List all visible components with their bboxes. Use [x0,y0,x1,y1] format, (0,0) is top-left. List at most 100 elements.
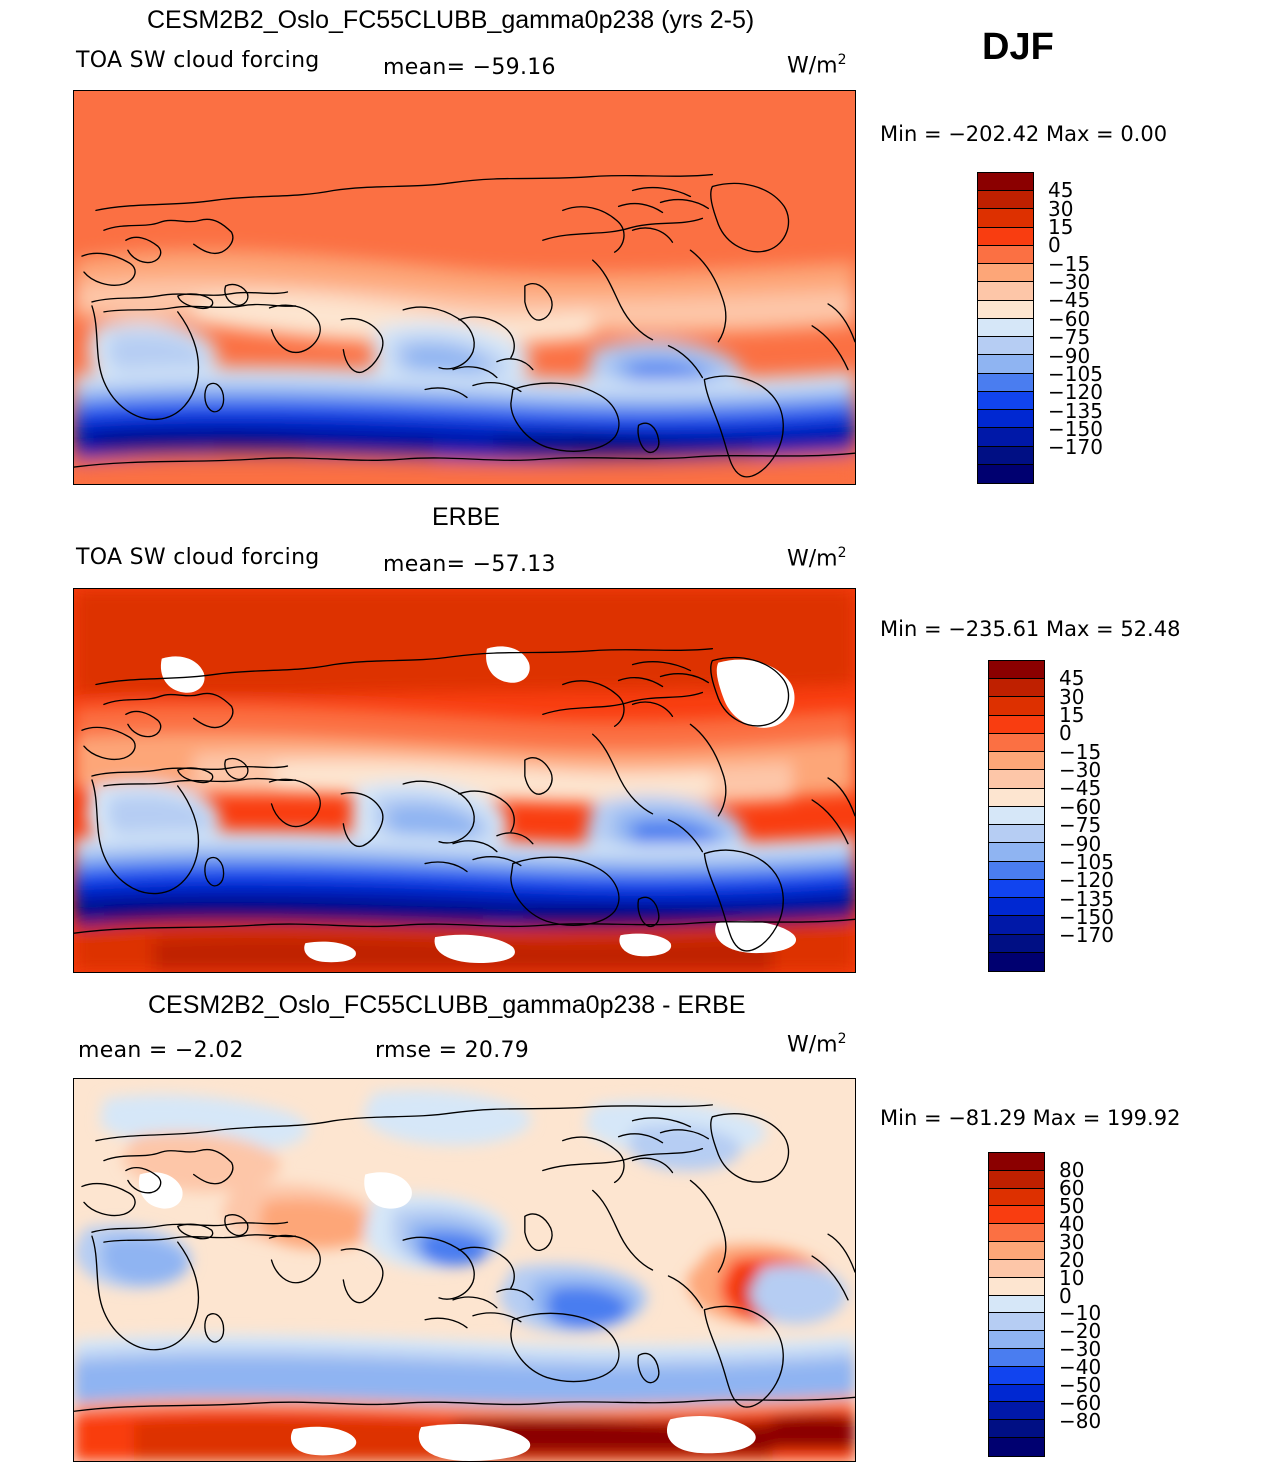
panel-2-units: W/m2 [787,545,847,571]
map-difference-svg [74,1079,855,1461]
colorbar-model[interactable] [977,172,1034,484]
panel-3-minmax: Min = −81.29 Max = 199.92 [880,1106,1181,1130]
colorbar-tick-label: −135 [1048,398,1103,423]
panel-3-rmse: rmse = 20.79 [375,1038,530,1063]
colorbar-swatch [989,679,1044,698]
colorbar-erbe-labels: 45 30 15 0 −15 −30 −45 −60 −75 −90 −105 −120 −135 −15… [1059,660,1179,972]
colorbar-tick-label: −150 [1059,904,1114,929]
colorbar-swatch [989,1188,1044,1207]
season-label: DJF [982,26,1054,68]
colorbar-tick-label: 30 [1059,1229,1085,1254]
colorbar-swatch [978,300,1033,319]
colorbar-swatch [989,1206,1044,1225]
colorbar-tick-label: 15 [1059,703,1085,728]
colorbar-tick-label: −150 [1048,416,1103,441]
colorbar-swatch [989,825,1044,844]
colorbar-swatch [989,752,1044,771]
colorbar-swatch [989,1438,1044,1456]
map-panel-difference[interactable] [73,1078,856,1462]
colorbar-swatch [989,952,1044,971]
colorbar-swatch [989,1331,1044,1349]
panel-3-units-text: W/m [787,1032,838,1058]
colorbar-swatch [989,916,1044,935]
panel-1-units-text: W/m [787,53,838,79]
colorbar-tick-label: −40 [1059,1355,1102,1380]
colorbar-tick-label: −60 [1048,306,1091,331]
colorbar-tick-label: 0 [1048,233,1061,258]
colorbar-swatch [989,788,1044,807]
colorbar-tick-label: −45 [1059,776,1102,801]
colorbar-swatch [989,806,1044,826]
colorbar-tick-label: −30 [1059,1337,1102,1362]
colorbar-swatch [989,843,1044,862]
colorbar-swatch [978,446,1033,465]
colorbar-tick-label: −135 [1059,886,1114,911]
colorbar-tick-label: −10 [1059,1301,1102,1326]
colorbar-tick-label: −170 [1059,923,1114,948]
colorbar-tick-label: −60 [1059,794,1102,819]
map-panel-model[interactable] [73,90,856,485]
panel-3-mean: mean = −2.02 [78,1038,244,1063]
panel-2-mean: mean= −57.13 [383,552,556,577]
colorbar-model-labels: 45 30 15 0 −15 −30 −45 −60 −75 −90 −105 −120 −135 −15… [1048,172,1168,484]
panel-2-units-text: W/m [787,546,838,572]
colorbar-tick-label: 20 [1059,1247,1085,1272]
panel-2-field-label: TOA SW cloud forcing [76,545,320,570]
colorbar-tick-label: −60 [1059,1391,1102,1416]
colorbar-swatch [989,697,1044,716]
colorbar-swatch [989,1420,1044,1438]
colorbar-swatch [989,934,1044,953]
colorbar-swatch [989,1295,1044,1314]
colorbar-swatch [978,191,1033,210]
colorbar-tick-label: −30 [1059,758,1102,783]
panel-1-units: W/m2 [787,52,847,78]
colorbar-swatch [989,733,1044,753]
colorbar-tick-label: 15 [1048,215,1074,240]
colorbar-swatch [989,879,1044,899]
colorbar-swatch [989,1348,1044,1367]
colorbar-swatch [989,898,1044,917]
colorbar-tick-label: 30 [1059,684,1085,709]
colorbar-tick-label: 30 [1048,196,1074,221]
colorbar-swatch [989,1313,1044,1332]
colorbar-swatch [989,661,1044,680]
colorbar-erbe[interactable] [988,660,1045,972]
panel-1-title: CESM2B2_Oslo_FC55CLUBB_gamma0p238 (yrs 2… [147,6,755,34]
colorbar-tick-label: −120 [1048,380,1103,405]
colorbar-swatch [978,318,1033,338]
map-model-svg [74,91,855,484]
colorbar-tick-label: −15 [1059,739,1102,764]
colorbar-swatch [978,173,1033,192]
colorbar-swatch [978,264,1033,283]
colorbar-tick-label: −50 [1059,1373,1102,1398]
colorbar-tick-label: −75 [1059,813,1102,838]
colorbar-tick-label: −75 [1048,325,1091,350]
colorbar-swatch [978,464,1033,483]
colorbar-tick-label: −120 [1059,868,1114,893]
colorbar-difference-labels: 80 60 50 40 30 20 10 0 −10 −20 −30 −40 −50 −60 −80 [1059,1152,1179,1457]
colorbar-swatch [978,410,1033,429]
map-panel-erbe[interactable] [73,588,856,973]
map-erbe-svg [74,589,855,972]
colorbar-swatch [989,1170,1044,1189]
colorbar-difference[interactable] [988,1152,1045,1457]
colorbar-tick-label: −90 [1048,343,1091,368]
colorbar-tick-label: 10 [1059,1265,1085,1290]
colorbar-tick-label: 45 [1048,178,1074,203]
colorbar-swatch [978,245,1033,265]
panel-2-title: ERBE [432,503,501,531]
colorbar-swatch [989,1153,1044,1171]
colorbar-swatch [989,861,1044,880]
colorbar-swatch [989,770,1044,789]
colorbar-tick-label: −15 [1048,251,1091,276]
colorbar-tick-label: 45 [1059,666,1085,691]
colorbar-swatch [978,227,1033,246]
colorbar-swatch [989,1224,1044,1243]
panel-1-minmax: Min = −202.42 Max = 0.00 [880,122,1168,146]
colorbar-tick-label: −80 [1059,1409,1102,1434]
colorbar-swatch [978,355,1033,374]
colorbar-swatch [989,1277,1044,1296]
colorbar-tick-label: 80 [1059,1157,1085,1182]
colorbar-tick-label: −105 [1059,849,1114,874]
colorbar-swatch [989,1242,1044,1260]
